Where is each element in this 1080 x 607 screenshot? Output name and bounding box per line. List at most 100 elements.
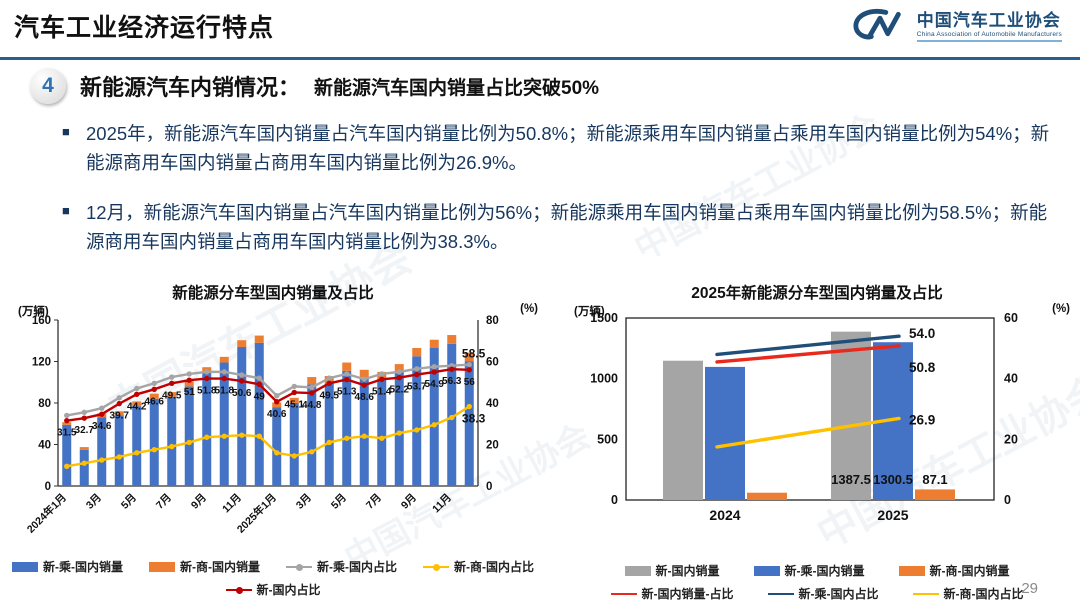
bar-value-label: 87.1 bbox=[922, 472, 947, 487]
line-marker bbox=[221, 369, 227, 375]
chart-legend: 新-国内销量 新-乘-国内销量 新-商-国内销量 新-国内销量-占比 新-乘-国内占比新… bbox=[562, 562, 1072, 602]
legend-item: 新-国内销量 bbox=[624, 562, 720, 579]
header-divider bbox=[0, 57, 1080, 60]
line-marker bbox=[169, 374, 175, 380]
legend-item: 新-乘-国内销量 bbox=[12, 558, 123, 575]
bar-passenger-sales bbox=[132, 406, 142, 486]
legend-label: 新-乘-国内销量 bbox=[43, 560, 123, 574]
line-marker bbox=[379, 376, 385, 383]
line-series bbox=[66, 363, 470, 417]
data-label: 45.1 bbox=[285, 399, 305, 410]
data-label: 34.6 bbox=[92, 421, 112, 432]
bar-commercial-sales bbox=[447, 335, 457, 344]
chart-nev-annual-sales-share: 2025年新能源分车型国内销量及占比 (万辆) (%) 0 500 1000 1500… bbox=[562, 281, 1072, 602]
legend-label: 新-国内销量-占比 bbox=[641, 587, 734, 601]
data-label: 51.8 bbox=[215, 386, 235, 397]
plot-border bbox=[625, 317, 995, 501]
bar-commercial-sales bbox=[132, 401, 142, 407]
line-marker bbox=[344, 435, 350, 441]
data-label: 40.6 bbox=[267, 409, 287, 420]
line-series bbox=[715, 416, 901, 449]
logo-org-name-cn: 中国汽车工业协会 bbox=[916, 11, 1061, 30]
left-axis-tick-label: 0 bbox=[611, 493, 618, 507]
line-marker bbox=[361, 382, 367, 388]
data-label: 52.2 bbox=[390, 385, 410, 396]
line-marker bbox=[326, 380, 332, 386]
line-marker bbox=[291, 389, 297, 396]
data-label: 54.9 bbox=[425, 379, 445, 390]
legend-label: 新-乘-国内销量 bbox=[784, 564, 865, 578]
data-label: 48.6 bbox=[355, 392, 375, 403]
legend-swatch-bar bbox=[753, 565, 780, 576]
data-label: 51.3 bbox=[337, 387, 357, 398]
x-axis-tick-label: 3月 bbox=[84, 492, 104, 512]
bar-commercial-sales bbox=[394, 364, 404, 372]
line-marker bbox=[81, 409, 87, 416]
bar-1 bbox=[705, 366, 745, 500]
line-marker bbox=[274, 450, 280, 456]
line-series bbox=[66, 367, 470, 422]
right-axis-tick-label: 0 bbox=[1004, 493, 1011, 507]
right-axis-tick-label: 20 bbox=[1004, 432, 1018, 446]
bar-passenger-sales bbox=[289, 403, 299, 486]
bar-commercial-sales bbox=[79, 447, 89, 450]
bullet-item: 2025年，新能源汽车国内销量占汽车国内销量比例为50.8%；新能源乘用车国内销… bbox=[62, 120, 1054, 177]
line-marker bbox=[186, 439, 192, 446]
bar-passenger-sales bbox=[307, 384, 317, 486]
line-series bbox=[715, 334, 901, 357]
bar-passenger-sales bbox=[412, 356, 422, 486]
legend-swatch-bar bbox=[149, 561, 175, 572]
legend-item: 新-商-国内占比 bbox=[912, 585, 1024, 602]
section-title: 新能源汽车内销情况： bbox=[80, 75, 301, 100]
line-marker bbox=[379, 435, 385, 441]
right-axis-tick-label: 80 bbox=[486, 315, 499, 327]
x-axis-tick-label: 9月 bbox=[399, 492, 419, 512]
chart-title: 2025年新能源分车型国内销量及占比 bbox=[691, 285, 943, 302]
x-axis-tick-label: 2024年1月 bbox=[24, 491, 69, 536]
end-data-label: 58.5 bbox=[462, 347, 486, 361]
bar-passenger-sales bbox=[97, 417, 107, 486]
line-marker bbox=[414, 427, 420, 433]
bar-passenger-sales bbox=[202, 372, 212, 486]
left-axis-tick-label: 160 bbox=[32, 315, 51, 327]
legend-row: 新-国内销量 新-乘-国内销量 新-商-国内销量 bbox=[562, 562, 1072, 579]
legend-item: 新-国内占比 bbox=[225, 581, 321, 598]
caam-logo: 中国汽车工业协会 China Association of Automobile… bbox=[851, 6, 1062, 42]
line-marker bbox=[99, 405, 105, 411]
line-marker bbox=[99, 457, 105, 463]
line-marker bbox=[274, 393, 280, 399]
line-marker bbox=[326, 375, 332, 381]
line-marker bbox=[449, 414, 455, 421]
x-axis-tick-label: 5月 bbox=[119, 492, 139, 512]
line-marker bbox=[239, 432, 245, 438]
line-marker bbox=[431, 422, 437, 428]
x-axis-tick-label: 7月 bbox=[364, 492, 384, 512]
line-marker bbox=[151, 446, 157, 453]
bar-passenger-sales bbox=[219, 362, 229, 486]
bar-passenger-sales bbox=[254, 342, 264, 486]
legend-swatch-line bbox=[912, 589, 939, 599]
bar-2 bbox=[747, 492, 787, 500]
line-marker bbox=[151, 386, 157, 393]
line-marker bbox=[186, 371, 192, 377]
right-axis-tick-label: 20 bbox=[486, 440, 499, 452]
bar-passenger-sales bbox=[359, 378, 369, 486]
line-marker bbox=[379, 371, 385, 377]
legend-item: 新-乘-国内占比 bbox=[767, 585, 879, 602]
data-label: 51.4 bbox=[372, 386, 392, 397]
line-marker bbox=[169, 380, 175, 386]
line-marker bbox=[134, 391, 140, 397]
data-label: 44.2 bbox=[127, 401, 147, 412]
end-data-label: 50.8 bbox=[909, 360, 936, 375]
chart-title: 新能源分车型国内销量及占比 bbox=[172, 285, 374, 302]
bar-commercial-sales bbox=[149, 393, 159, 399]
line-marker bbox=[291, 453, 297, 459]
x-axis-tick-label: 2024 bbox=[709, 507, 740, 523]
x-axis-tick-label: 5月 bbox=[329, 492, 349, 512]
legend-row: 新-国内销量-占比 新-乘-国内占比 新-商-国内占比 bbox=[562, 585, 1072, 602]
chart-nev-monthly-sales-share: 新能源分车型国内销量及占比 (万辆) (%) 0 40 80 120 160 0 20 40 6… bbox=[6, 281, 540, 598]
x-axis-tick-label: 9月 bbox=[189, 492, 209, 512]
bar-commercial-sales bbox=[412, 348, 422, 357]
data-label: 50.6 bbox=[232, 388, 252, 399]
bar-passenger-sales bbox=[464, 361, 474, 486]
